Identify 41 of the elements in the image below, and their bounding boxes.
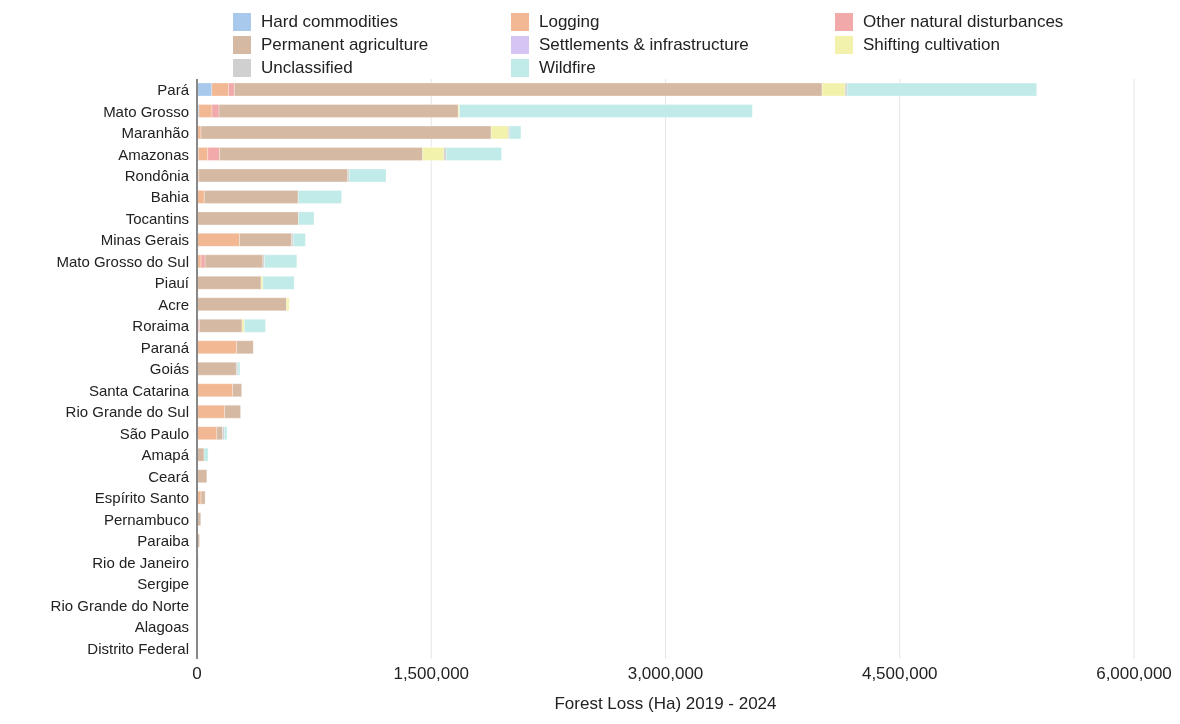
y-tick-label: Piauí (154, 274, 190, 292)
x-tick-label: 4,500,000 (861, 664, 938, 684)
y-tick-label: Espírito Santo (94, 489, 189, 507)
legend-label: Hard commodities (261, 12, 398, 32)
x-tick-label: 3,000,000 (627, 664, 704, 684)
legend-label: Logging (539, 12, 600, 32)
y-tick-label: Pará (157, 81, 190, 99)
y-tick-label: Ceará (148, 467, 190, 485)
x-tick-label: 0 (192, 664, 202, 684)
y-tick-label: Goiás (149, 360, 189, 378)
legend-label: Other natural disturbances (863, 12, 1064, 32)
y-tick-label: Distrito Federal (87, 639, 189, 657)
y-tick-label: Paraná (140, 338, 190, 356)
y-tick-label: Rondônia (124, 166, 190, 184)
legend-label: Permanent agriculture (261, 35, 429, 55)
y-tick-label: Alagoas (134, 618, 189, 636)
legend-label: Unclassified (261, 58, 353, 78)
y-tick-label: Amapá (141, 446, 190, 464)
x-axis-title: Forest Loss (Ha) 2019 - 2024 (554, 694, 777, 713)
x-tick-label: 6,000,000 (1096, 664, 1172, 684)
y-tick-label: Rio Grande do Norte (50, 596, 189, 614)
y-tick-label: Maranhão (121, 124, 189, 142)
y-tick-label: Pernambuco (103, 510, 189, 528)
y-tick-label: Sergipe (137, 575, 189, 593)
y-tick-label: Amazonas (118, 145, 189, 163)
legend-label: Shifting cultivation (863, 35, 1001, 55)
y-tick-label: Rio Grande do Sul (65, 403, 189, 421)
y-tick-label: Bahia (150, 188, 190, 206)
y-tick-label: Minas Gerais (100, 231, 189, 249)
y-tick-label: Paraiba (137, 532, 190, 550)
x-tick-label: 1,500,000 (393, 664, 470, 684)
y-tick-label: Acre (158, 295, 189, 313)
y-tick-label: Mato Grosso (103, 102, 189, 120)
y-tick-label: Mato Grosso do Sul (56, 252, 189, 270)
y-tick-label: São Paulo (119, 424, 189, 442)
y-tick-label: Tocantins (125, 209, 189, 227)
y-tick-label: Roraima (132, 317, 190, 335)
y-tick-label: Rio de Janeiro (92, 553, 189, 571)
legend-label: Wildfire (539, 58, 596, 78)
y-tick-label: Santa Catarina (88, 381, 190, 399)
legend-label: Settlements & infrastructure (539, 35, 749, 55)
